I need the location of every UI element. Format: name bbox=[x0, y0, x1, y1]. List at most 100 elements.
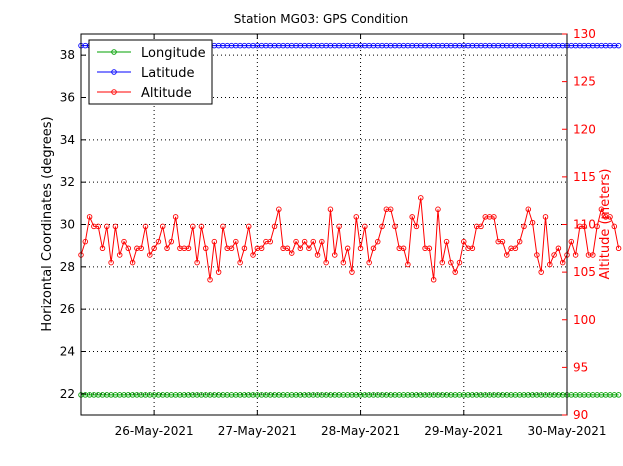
data-point-altitude bbox=[529, 219, 536, 226]
data-point-altitude bbox=[516, 238, 523, 245]
data-point-altitude bbox=[349, 269, 355, 275]
data-point-altitude bbox=[418, 195, 424, 201]
data-point-altitude bbox=[241, 245, 248, 252]
data-point-altitude bbox=[250, 252, 256, 258]
data-point-altitude bbox=[297, 245, 304, 252]
data-point-altitude bbox=[512, 245, 519, 252]
data-point-altitude bbox=[362, 223, 368, 230]
legend-item-longitude: Longitude bbox=[97, 46, 206, 61]
data-point-altitude bbox=[125, 245, 132, 252]
data-point-altitude bbox=[555, 245, 562, 252]
data-point-altitude bbox=[607, 214, 613, 220]
data-point-altitude bbox=[499, 238, 506, 245]
x-tick-label: 30-May-2021 bbox=[527, 424, 606, 438]
legend-swatch-marker bbox=[111, 49, 117, 55]
data-point-altitude bbox=[590, 252, 596, 258]
data-point-altitude bbox=[542, 214, 549, 220]
data-point-altitude bbox=[108, 259, 114, 266]
y-tick-label-right: 125 bbox=[573, 75, 596, 89]
data-point-altitude bbox=[155, 238, 162, 245]
data-point-altitude bbox=[202, 245, 209, 252]
data-point-altitude bbox=[413, 223, 420, 230]
y-tick-label-right: 90 bbox=[573, 408, 588, 422]
data-point-altitude bbox=[151, 245, 157, 252]
data-point-altitude bbox=[559, 259, 566, 266]
data-point-altitude bbox=[267, 238, 273, 245]
y-tick-label-left: 22 bbox=[60, 387, 75, 401]
y-tick-label-right: 95 bbox=[573, 360, 588, 374]
data-point-altitude bbox=[340, 259, 347, 266]
data-point-altitude bbox=[387, 206, 394, 213]
data-point-altitude bbox=[344, 245, 351, 252]
data-point-altitude bbox=[168, 238, 175, 245]
data-point-altitude bbox=[190, 223, 196, 230]
data-point-altitude bbox=[116, 252, 123, 258]
y-tick-label-right: 105 bbox=[573, 265, 596, 279]
data-point-altitude bbox=[159, 223, 166, 230]
data-point-altitude bbox=[121, 238, 127, 245]
legend: Longitude Latitude Altitude bbox=[88, 39, 213, 105]
data-point-altitude bbox=[598, 206, 605, 213]
data-point-altitude bbox=[405, 261, 411, 268]
y-tick-label-left: 32 bbox=[60, 175, 75, 189]
data-point-altitude bbox=[228, 245, 235, 252]
data-point-altitude bbox=[538, 269, 544, 275]
data-point-altitude bbox=[82, 238, 89, 245]
data-point-altitude bbox=[164, 245, 170, 252]
data-point-altitude bbox=[245, 223, 252, 230]
data-point-altitude bbox=[572, 252, 579, 258]
data-point-altitude bbox=[198, 223, 205, 230]
y-tick-label-left: 38 bbox=[60, 48, 75, 62]
legend-swatch-marker bbox=[111, 89, 117, 95]
x-tick-label: 27-May-2021 bbox=[218, 424, 297, 438]
data-point-altitude bbox=[534, 252, 540, 258]
data-point-altitude bbox=[104, 223, 110, 230]
chart-title: Station MG03: GPS Condition bbox=[234, 12, 409, 26]
data-point-altitude bbox=[370, 245, 377, 252]
data-point-altitude bbox=[357, 245, 364, 252]
legend-item-altitude: Altitude bbox=[97, 86, 192, 101]
y-tick-label-right: 120 bbox=[573, 122, 596, 136]
y-tick-label-right: 100 bbox=[573, 313, 596, 327]
data-point-altitude bbox=[95, 223, 101, 230]
series-altitude bbox=[78, 195, 622, 283]
x-tick-label: 28-May-2021 bbox=[321, 424, 400, 438]
data-point-altitude bbox=[461, 238, 467, 245]
data-point-latitude bbox=[615, 42, 622, 49]
x-axis: 26-May-2021 27-May-2021 28-May-2021 29-May-… bbox=[115, 34, 607, 438]
data-point-altitude bbox=[129, 259, 136, 266]
y-axis-right-label: Altitude (meters) bbox=[598, 169, 613, 280]
data-point-altitude bbox=[379, 223, 385, 230]
series-longitude bbox=[78, 392, 622, 398]
y-tick-label-right: 110 bbox=[573, 218, 596, 232]
data-point-altitude bbox=[194, 259, 200, 266]
data-point-altitude bbox=[301, 238, 308, 245]
data-point-altitude bbox=[478, 223, 484, 230]
data-point-altitude bbox=[147, 252, 153, 258]
data-point-altitude bbox=[469, 245, 476, 252]
legend-label: Altitude bbox=[141, 86, 192, 101]
data-point-altitude bbox=[112, 223, 119, 230]
data-point-altitude bbox=[443, 238, 450, 245]
x-tick-label: 29-May-2021 bbox=[424, 424, 503, 438]
data-point-altitude bbox=[353, 214, 360, 220]
legend-swatch-marker bbox=[111, 69, 117, 75]
y-tick-label-left: 30 bbox=[60, 218, 75, 232]
y-axis-right: 90 95 100 105 110 115 120 125 130 bbox=[562, 27, 596, 422]
y-tick-label-left: 28 bbox=[60, 260, 75, 274]
data-point-altitude bbox=[293, 238, 299, 245]
data-point-altitude bbox=[594, 223, 600, 230]
data-point-altitude bbox=[392, 223, 398, 230]
data-point-altitude bbox=[611, 223, 618, 230]
data-point-altitude bbox=[172, 214, 179, 220]
data-point-altitude bbox=[327, 206, 334, 213]
data-point-altitude bbox=[435, 206, 441, 213]
data-point-altitude bbox=[237, 259, 243, 266]
data-point-altitude bbox=[86, 214, 93, 220]
data-point-altitude bbox=[284, 245, 291, 252]
data-point-altitude bbox=[430, 277, 437, 283]
data-point-altitude bbox=[319, 238, 325, 245]
data-point-altitude bbox=[310, 238, 317, 245]
data-point-altitude bbox=[220, 223, 226, 230]
data-point-altitude bbox=[314, 252, 321, 258]
